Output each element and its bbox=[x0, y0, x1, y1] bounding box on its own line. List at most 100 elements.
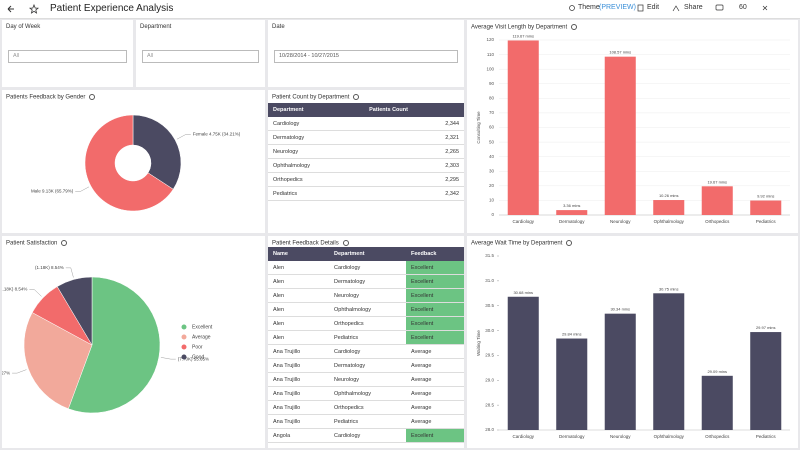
share-button[interactable]: Share bbox=[684, 4, 703, 11]
legend-marker bbox=[181, 344, 187, 350]
value-label: 10.26 mins bbox=[659, 193, 679, 198]
table-row[interactable]: Dermatology 2,321 bbox=[268, 130, 464, 145]
y-tick-label: 10 bbox=[489, 198, 495, 203]
slice bbox=[68, 276, 161, 414]
table-cell: Neurology bbox=[268, 144, 365, 159]
theme-button[interactable]: Theme bbox=[578, 4, 600, 11]
filter-panel: Date 10/28/2014 - 10/27/2015 bbox=[268, 20, 464, 87]
value-label: 108.57 mins bbox=[609, 50, 631, 55]
count-button[interactable]: 60 bbox=[739, 4, 747, 11]
table-cell: Average bbox=[406, 400, 464, 415]
filter-label: Department bbox=[140, 24, 172, 30]
slice bbox=[23, 312, 93, 410]
legend-marker bbox=[181, 324, 187, 330]
table-cell: Pediatrics bbox=[328, 330, 406, 345]
table-row[interactable]: Ana Trujillo Dermatology Average bbox=[268, 358, 464, 373]
panel-title-text: Average Wait Time by Department bbox=[471, 240, 563, 247]
table-cell: Angola bbox=[268, 428, 329, 443]
bar bbox=[653, 293, 685, 430]
table-row[interactable]: Ana Trujillo Cardiology Average bbox=[268, 344, 464, 359]
x-tick-label: Pediatrics bbox=[756, 434, 777, 439]
nav-icons bbox=[7, 3, 40, 14]
table-cell: Cardiology bbox=[328, 261, 406, 275]
table-cell: Alen bbox=[268, 274, 329, 289]
y-tick-label: 50 bbox=[489, 139, 495, 144]
table-row[interactable]: Cardiology 2,344 bbox=[268, 117, 464, 131]
header-row: Name Department Feedback bbox=[268, 247, 464, 261]
table-row[interactable]: Ana Trujillo Pediatrics Average bbox=[268, 414, 464, 429]
table-cell: Average bbox=[406, 386, 464, 401]
table-row[interactable]: Neurology 2,265 bbox=[268, 144, 464, 159]
header-row: Department Patients Count bbox=[268, 103, 464, 117]
table-cell: 2,321 bbox=[364, 130, 464, 145]
panel-title-text: Patient Satisfaction bbox=[6, 240, 58, 247]
slice-label: Male 9.13K (65.79%) bbox=[31, 189, 74, 194]
table-row[interactable]: Alen Dermatology Excellent bbox=[268, 274, 464, 289]
table-cell: Dermatology bbox=[328, 274, 406, 289]
filter-panel: Day of Week All bbox=[2, 20, 133, 87]
table-row[interactable]: Orthopedics 2,295 bbox=[268, 172, 464, 187]
table-row[interactable]: Alen Neurology Excellent bbox=[268, 288, 464, 303]
panel-title-text: Patients Feedback by Gender bbox=[6, 94, 86, 101]
table-cell: Average bbox=[406, 372, 464, 387]
bar bbox=[507, 40, 539, 216]
filter-dropdown[interactable]: All bbox=[142, 50, 259, 63]
leader-line bbox=[176, 134, 191, 140]
y-axis-label: Waiting Time bbox=[476, 330, 481, 356]
leader-line bbox=[29, 289, 42, 297]
table-row[interactable]: Alen Pediatrics Excellent bbox=[268, 330, 464, 345]
table-row[interactable]: Ophthalmology 2,303 bbox=[268, 158, 464, 173]
x-tick-label: Neurology bbox=[610, 434, 631, 439]
table-cell: Alen bbox=[268, 330, 329, 345]
edit-button[interactable]: Edit bbox=[647, 4, 660, 11]
table-cell: 2,303 bbox=[364, 158, 464, 173]
table-cell: Pediatrics bbox=[328, 414, 406, 429]
x-tick-label: Cardiology bbox=[512, 219, 534, 224]
table-row[interactable]: Ana Trujillo Orthopedics Average bbox=[268, 400, 464, 415]
y-tick-label: 110 bbox=[487, 52, 495, 57]
table-row[interactable]: Angola Cardiology Excellent bbox=[268, 428, 464, 443]
bar bbox=[750, 332, 782, 430]
table-row[interactable]: Alen Ophthalmology Excellent bbox=[268, 302, 464, 317]
table-row[interactable]: Ana Trujillo Neurology Average bbox=[268, 372, 464, 387]
preview-badge: (PREVIEW) bbox=[599, 4, 636, 11]
value-label: 119.67 mins bbox=[513, 34, 535, 39]
visit-panel: Average Visit Length by Department 0 10 20… bbox=[467, 20, 798, 233]
table-row[interactable]: Alen Orthopedics Excellent bbox=[268, 316, 464, 331]
table-cell: Ana Trujillo bbox=[268, 358, 329, 373]
filter-panel: Department All bbox=[136, 20, 265, 87]
table-row[interactable]: Pediatrics 2,342 bbox=[268, 186, 464, 201]
slice bbox=[132, 114, 182, 190]
bar bbox=[750, 200, 782, 215]
table-row[interactable]: Alen Cardiology Excellent bbox=[268, 261, 464, 275]
date-picker[interactable]: 10/28/2014 - 10/27/2015 bbox=[274, 50, 458, 63]
table-cell: Average bbox=[406, 344, 464, 359]
y-tick-label: 30 bbox=[489, 168, 495, 173]
donut-chart: Female 4.75K (34.21%) Male 9.13K (65.79%) bbox=[31, 114, 241, 212]
table-cell: Ana Trujillo bbox=[268, 414, 329, 429]
panel-title: Patient Satisfaction bbox=[6, 240, 68, 247]
leader-line bbox=[65, 267, 74, 278]
y-tick-label: 29.5 bbox=[485, 353, 494, 358]
x-tick-label: Orthopedics bbox=[705, 219, 730, 224]
panel-title: Average Wait Time by Department bbox=[471, 240, 573, 247]
y-tick-label: 70 bbox=[489, 110, 495, 115]
value-label: 29.84 mins bbox=[562, 332, 582, 337]
panel-title: Patient Count by Department bbox=[272, 94, 360, 101]
bar bbox=[701, 375, 733, 430]
x-tick-label: Ophthalmology bbox=[654, 219, 685, 224]
table-row[interactable]: Ana Trujillo Ophthalmology Average bbox=[268, 386, 464, 401]
y-tick-label: 60 bbox=[489, 125, 495, 130]
y-tick-label: 29.0 bbox=[485, 377, 494, 382]
bar-chart: 28.0 28.5 29.0 29.5 30.0 30.5 31.0 31.5 Waiting … bbox=[476, 253, 790, 439]
slice-label: Female 4.75K (34.21%) bbox=[193, 132, 241, 137]
slice bbox=[84, 114, 174, 212]
table-cell: Cardiology bbox=[328, 344, 406, 359]
filter-dropdown[interactable]: All bbox=[8, 50, 127, 63]
value-label: 30.34 mins bbox=[610, 307, 630, 312]
table-cell: Ophthalmology bbox=[268, 158, 365, 173]
table-cell: Excellent bbox=[406, 330, 464, 345]
filter-label: Day of Week bbox=[6, 24, 41, 30]
y-tick-label: 80 bbox=[489, 96, 495, 101]
